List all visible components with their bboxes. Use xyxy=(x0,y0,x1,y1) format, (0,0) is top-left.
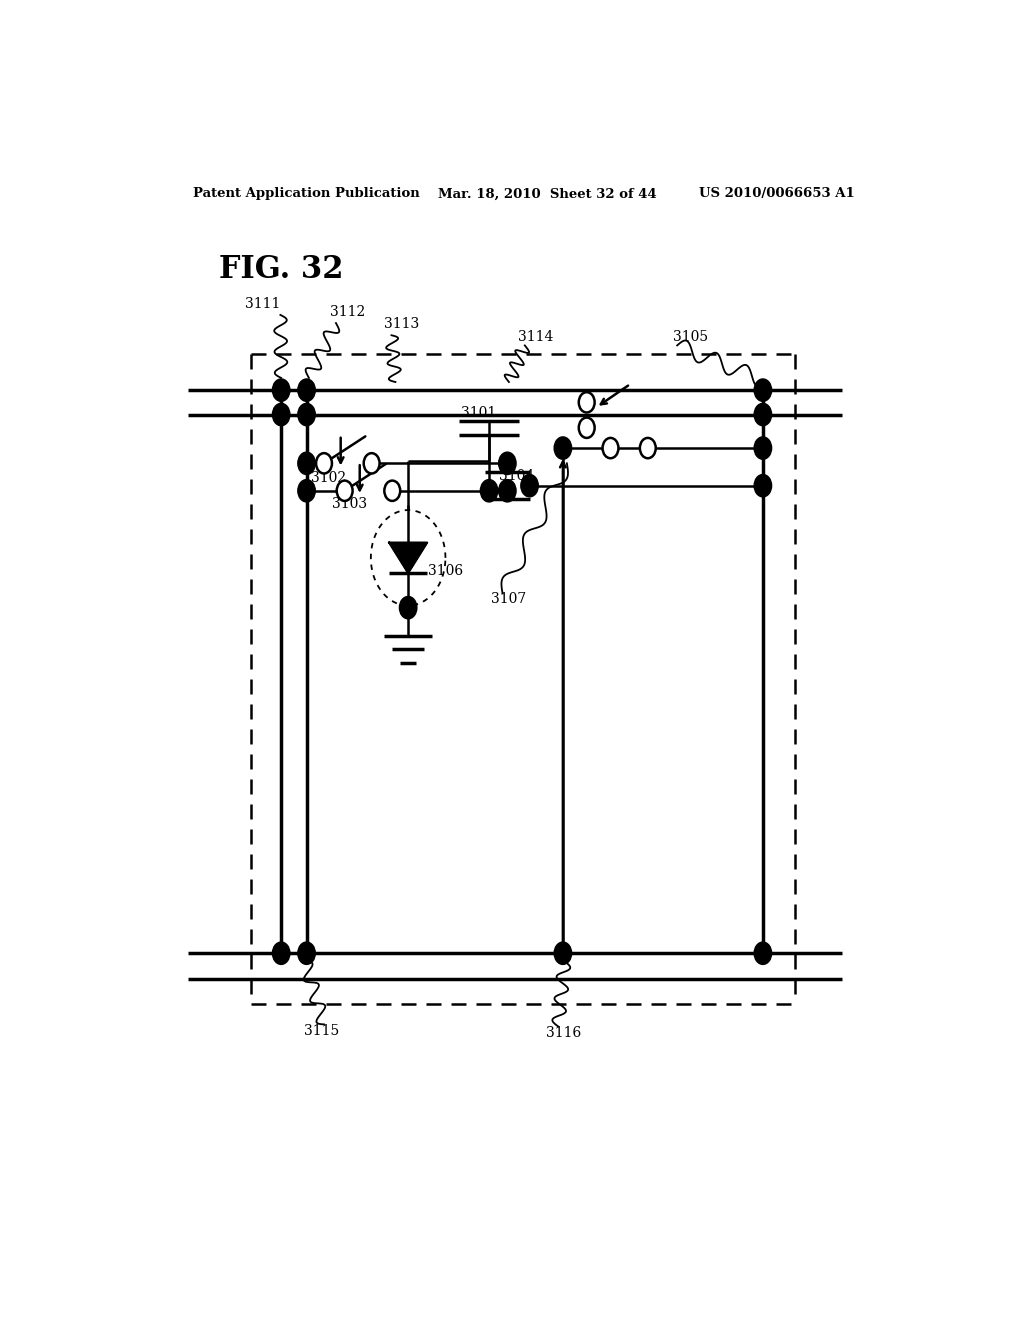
Circle shape xyxy=(754,942,772,965)
Text: 3104: 3104 xyxy=(499,469,534,483)
Circle shape xyxy=(272,942,290,965)
Polygon shape xyxy=(389,543,427,573)
Circle shape xyxy=(272,404,290,426)
Circle shape xyxy=(384,480,400,500)
Circle shape xyxy=(298,379,315,401)
Circle shape xyxy=(364,453,380,474)
Text: 3116: 3116 xyxy=(546,1026,582,1040)
Text: 3111: 3111 xyxy=(246,297,281,310)
Circle shape xyxy=(399,597,417,619)
Circle shape xyxy=(754,437,772,459)
Circle shape xyxy=(298,453,315,474)
Text: 3115: 3115 xyxy=(304,1023,339,1038)
Circle shape xyxy=(754,474,772,496)
Circle shape xyxy=(554,942,571,965)
Circle shape xyxy=(554,437,571,459)
Circle shape xyxy=(602,438,618,458)
Circle shape xyxy=(754,404,772,426)
Circle shape xyxy=(298,479,315,502)
Circle shape xyxy=(298,404,315,426)
Text: 3106: 3106 xyxy=(428,564,463,578)
Circle shape xyxy=(480,479,498,502)
Text: Mar. 18, 2010  Sheet 32 of 44: Mar. 18, 2010 Sheet 32 of 44 xyxy=(437,187,656,201)
Text: 3102: 3102 xyxy=(310,471,346,484)
Text: 3101: 3101 xyxy=(461,405,497,420)
Circle shape xyxy=(579,392,595,412)
Circle shape xyxy=(316,453,332,474)
Circle shape xyxy=(521,474,539,496)
Circle shape xyxy=(272,379,290,401)
Circle shape xyxy=(754,379,772,401)
Text: 3107: 3107 xyxy=(490,591,526,606)
Text: 3114: 3114 xyxy=(518,330,554,345)
Circle shape xyxy=(499,453,516,474)
Circle shape xyxy=(337,480,352,500)
Text: Patent Application Publication: Patent Application Publication xyxy=(194,187,420,201)
Text: 3112: 3112 xyxy=(331,305,366,319)
Circle shape xyxy=(640,438,655,458)
Text: FIG. 32: FIG. 32 xyxy=(219,255,344,285)
Text: US 2010/0066653 A1: US 2010/0066653 A1 xyxy=(699,187,855,201)
Circle shape xyxy=(298,942,315,965)
Circle shape xyxy=(499,479,516,502)
Text: 3113: 3113 xyxy=(384,317,419,331)
Text: 3105: 3105 xyxy=(673,330,709,345)
Text: 3103: 3103 xyxy=(332,498,367,511)
Circle shape xyxy=(579,417,595,438)
